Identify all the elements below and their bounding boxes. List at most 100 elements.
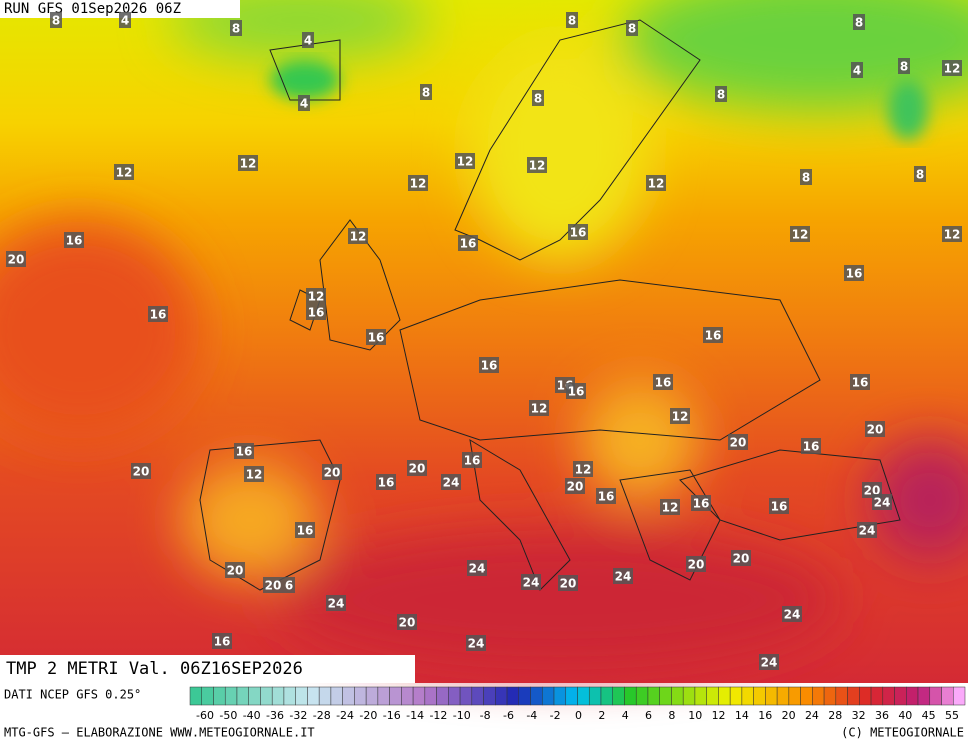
label-box (466, 635, 486, 651)
map-label: 6 (285, 579, 293, 593)
map-label: 20 (133, 465, 150, 479)
colorbar-swatch (953, 686, 966, 706)
label-box (230, 20, 242, 36)
map-label: 8 (52, 14, 60, 28)
colorbar-tick-label: -8 (480, 709, 491, 722)
label-box (131, 463, 151, 479)
colorbar-tick-label: 4 (622, 709, 629, 722)
colorbar-swatch (459, 686, 473, 706)
label-box (626, 20, 638, 36)
colorbar-swatch (859, 686, 872, 706)
run-label: RUN GFS 01Sep2026 06Z (4, 1, 181, 17)
label-box (565, 478, 585, 494)
colorbar-swatch (624, 686, 637, 706)
label-box (942, 60, 962, 76)
colorbar-swatch (741, 686, 754, 706)
label-box (234, 443, 254, 459)
colorbar-swatch (647, 686, 660, 706)
label-box (441, 474, 461, 490)
map-label: 8 (717, 88, 725, 102)
map-label: 12 (246, 468, 263, 482)
label-box (942, 226, 962, 242)
label-box (914, 166, 926, 182)
colorbar-swatch (917, 686, 931, 706)
map-label: 16 (308, 306, 325, 320)
colorbar-tick-label: -32 (289, 709, 307, 722)
map-label: 16 (852, 376, 869, 390)
map-label: 12 (410, 177, 427, 191)
map-label: 20 (560, 577, 577, 591)
colorbar-swatch (201, 686, 214, 706)
label-box (322, 464, 342, 480)
colorbar-swatch (236, 686, 249, 706)
colorbar-tick-label: 32 (852, 709, 866, 722)
label-box (613, 568, 633, 584)
colorbar-tick-label: -36 (266, 709, 284, 722)
colorbar-swatch (412, 686, 426, 706)
label-box (119, 12, 131, 28)
colorbar-swatch (271, 686, 285, 706)
colorbar-swatch (260, 686, 273, 706)
copyright-label: (C) METEOGIORNALE (841, 726, 964, 740)
map-label: 20 (730, 436, 747, 450)
label-box (857, 522, 877, 538)
colorbar-tick-label: -60 (196, 709, 214, 722)
colorbar-tick-label: -16 (383, 709, 401, 722)
label-box (397, 614, 417, 630)
colorbar-swatch (765, 686, 778, 706)
label-box (558, 575, 578, 591)
map-label: 8 (232, 22, 240, 36)
label-box (467, 560, 487, 576)
map-label: 16 (705, 329, 722, 343)
map-label: 8 (855, 16, 863, 30)
colorbar-swatch (612, 686, 625, 706)
colorbar-swatch (835, 686, 848, 706)
map-label: 20 (399, 616, 416, 630)
colorbar-tick-label: -4 (526, 709, 537, 722)
colorbar-swatch (342, 686, 355, 706)
map-label: 24 (859, 524, 876, 538)
colorbar-swatch (671, 686, 684, 706)
map-label: 16 (693, 497, 710, 511)
map-label: 16 (771, 500, 788, 514)
colorbar-swatch (729, 686, 743, 706)
colorbar-tick-label: 12 (712, 709, 726, 722)
label-box (529, 400, 549, 416)
colorbar-swatch (483, 686, 496, 706)
map-label: 12 (672, 410, 689, 424)
label-box (670, 408, 690, 424)
colorbar-swatch (718, 686, 731, 706)
map-label: 8 (568, 14, 576, 28)
label-box (865, 421, 885, 437)
map-label: 20 (8, 253, 25, 267)
label-box (326, 595, 346, 611)
colorbar-tick-label: 6 (645, 709, 652, 722)
colorbar-swatch (788, 686, 801, 706)
colorbar-tick-label: 20 (782, 709, 796, 722)
map-label: 16 (846, 267, 863, 281)
map-label: 12 (792, 228, 809, 242)
colorbar-swatch (213, 686, 226, 706)
map-label: 24 (874, 496, 891, 510)
colorbar-tick-label: 55 (945, 709, 959, 722)
colorbar-swatch (224, 686, 238, 706)
label-box (844, 265, 864, 281)
map-label: 16 (66, 234, 83, 248)
colorbar-tick-label: 28 (828, 709, 842, 722)
label-box (596, 488, 616, 504)
label-box (408, 175, 428, 191)
label-box (728, 434, 748, 450)
label-box (759, 654, 779, 670)
label-box (715, 86, 727, 102)
colorbar-swatch (330, 686, 343, 706)
colorbar-swatch (283, 686, 296, 706)
label-box (238, 155, 258, 171)
colorbar-tick-label: 14 (735, 709, 749, 722)
label-box (376, 474, 396, 490)
colorbar-tick-label: -12 (429, 709, 447, 722)
map-label: 16 (460, 237, 477, 251)
label-box (532, 90, 544, 106)
label-box (458, 235, 478, 251)
colorbar-swatch (389, 686, 402, 706)
